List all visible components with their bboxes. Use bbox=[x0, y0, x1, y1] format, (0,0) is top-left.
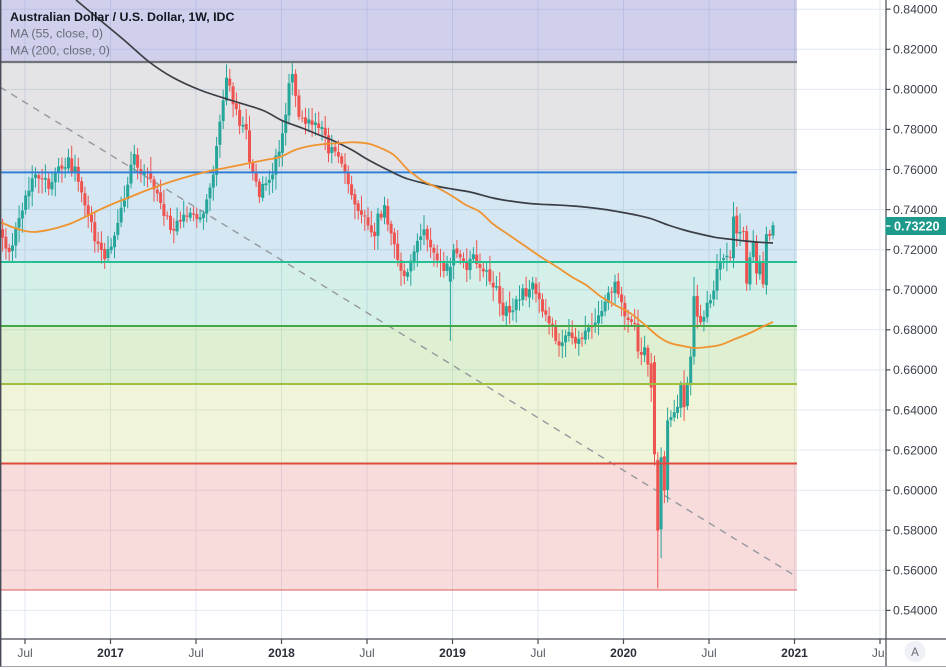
svg-text:Australian Dollar / U.S. Dolla: Australian Dollar / U.S. Dollar, 1W, IDC bbox=[10, 10, 235, 24]
svg-text:Ju: Ju bbox=[872, 646, 885, 660]
svg-text:0.68000: 0.68000 bbox=[893, 323, 938, 337]
svg-text:Jul: Jul bbox=[530, 646, 545, 660]
svg-text:2021: 2021 bbox=[781, 646, 808, 660]
svg-text:0.62000: 0.62000 bbox=[893, 443, 938, 457]
svg-text:0.84000: 0.84000 bbox=[893, 3, 938, 17]
svg-text:0.64000: 0.64000 bbox=[893, 403, 938, 417]
svg-text:0.66000: 0.66000 bbox=[893, 363, 938, 377]
svg-text:2019: 2019 bbox=[439, 646, 466, 660]
svg-text:Jul: Jul bbox=[701, 646, 716, 660]
svg-text:0.76000: 0.76000 bbox=[893, 163, 938, 177]
svg-text:MA (55, close, 0): MA (55, close, 0) bbox=[10, 27, 103, 41]
svg-text:0.78000: 0.78000 bbox=[893, 123, 938, 137]
svg-text:Jul: Jul bbox=[188, 646, 203, 660]
svg-text:0.60000: 0.60000 bbox=[893, 484, 938, 498]
svg-text:0.56000: 0.56000 bbox=[893, 564, 938, 578]
svg-text:0.72000: 0.72000 bbox=[893, 243, 938, 257]
svg-text:0.82000: 0.82000 bbox=[893, 43, 938, 57]
svg-text:2017: 2017 bbox=[97, 646, 124, 660]
svg-text:MA (200, close, 0): MA (200, close, 0) bbox=[10, 44, 110, 58]
svg-text:0.74000: 0.74000 bbox=[893, 203, 938, 217]
svg-text:A: A bbox=[911, 647, 919, 659]
svg-text:Jul: Jul bbox=[17, 646, 32, 660]
svg-text:0.80000: 0.80000 bbox=[893, 83, 938, 97]
svg-text:2018: 2018 bbox=[268, 646, 295, 660]
svg-text:0.73220: 0.73220 bbox=[894, 220, 940, 234]
svg-text:0.54000: 0.54000 bbox=[893, 604, 938, 618]
svg-text:0.58000: 0.58000 bbox=[893, 524, 938, 538]
svg-text:0.70000: 0.70000 bbox=[893, 283, 938, 297]
svg-text:2020: 2020 bbox=[610, 646, 637, 660]
svg-text:Jul: Jul bbox=[359, 646, 374, 660]
